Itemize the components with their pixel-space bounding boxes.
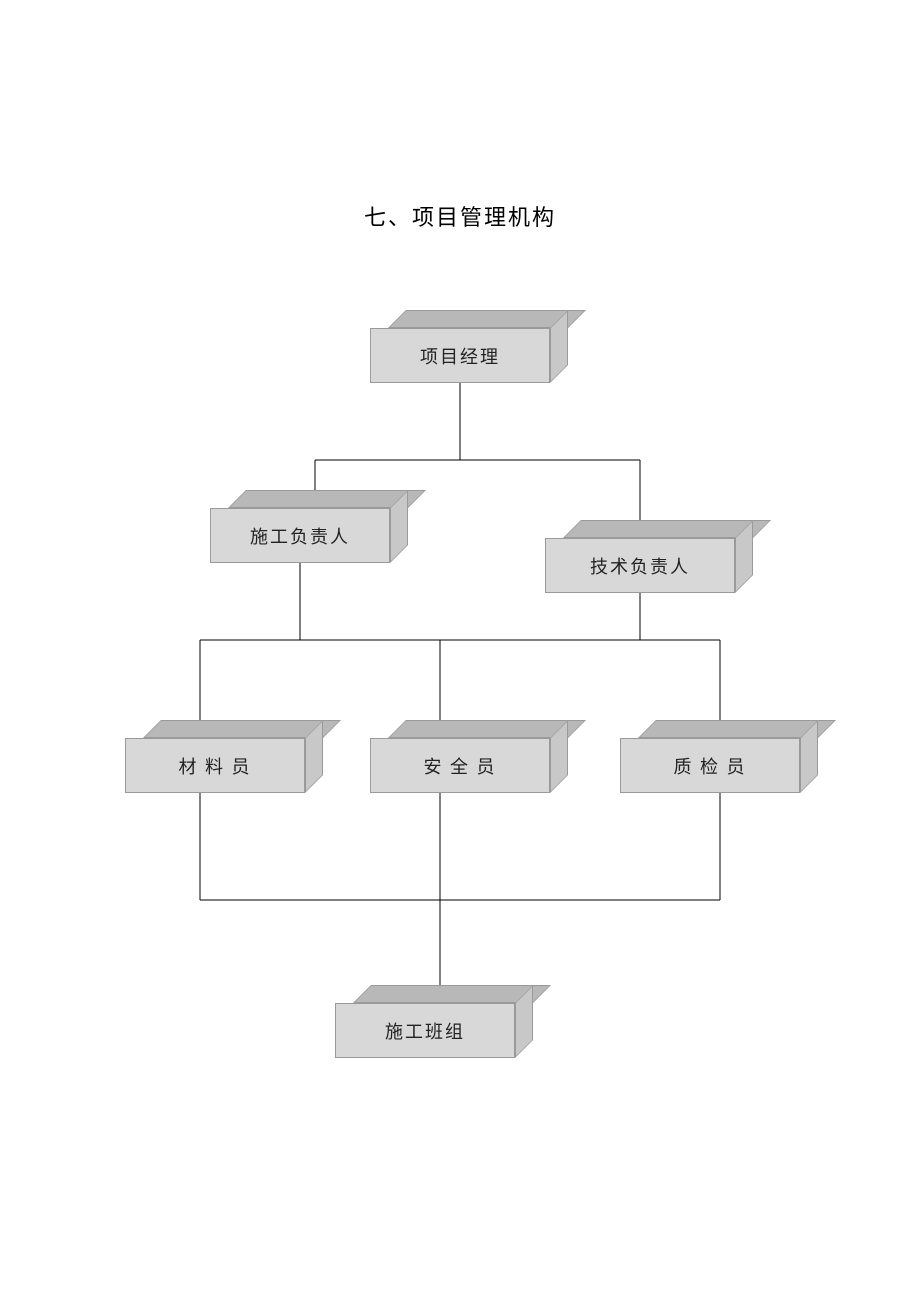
box-front-face: 材 料 员 [125, 738, 305, 793]
box-front-face: 技术负责人 [545, 538, 735, 593]
org-node-tech: 技术负责人 [545, 520, 753, 593]
box-front-face: 安 全 员 [370, 738, 550, 793]
box-front-face: 施工班组 [335, 1003, 515, 1058]
org-node-material: 材 料 员 [125, 720, 323, 793]
connector-layer [0, 0, 920, 1303]
org-node-safety: 安 全 员 [370, 720, 568, 793]
org-node-team: 施工班组 [335, 985, 533, 1058]
node-label: 施工班组 [385, 1018, 465, 1044]
box-front-face: 质 检 员 [620, 738, 800, 793]
org-node-qc: 质 检 员 [620, 720, 818, 793]
node-label: 质 检 员 [674, 753, 747, 779]
org-node-construct: 施工负责人 [210, 490, 408, 563]
node-label: 项目经理 [420, 343, 500, 369]
diagram-title: 七、项目管理机构 [0, 200, 920, 232]
node-label: 材 料 员 [179, 753, 252, 779]
node-label: 安 全 员 [424, 753, 497, 779]
box-front-face: 施工负责人 [210, 508, 390, 563]
box-front-face: 项目经理 [370, 328, 550, 383]
org-node-pm: 项目经理 [370, 310, 568, 383]
node-label: 施工负责人 [250, 523, 350, 549]
node-label: 技术负责人 [590, 553, 690, 579]
